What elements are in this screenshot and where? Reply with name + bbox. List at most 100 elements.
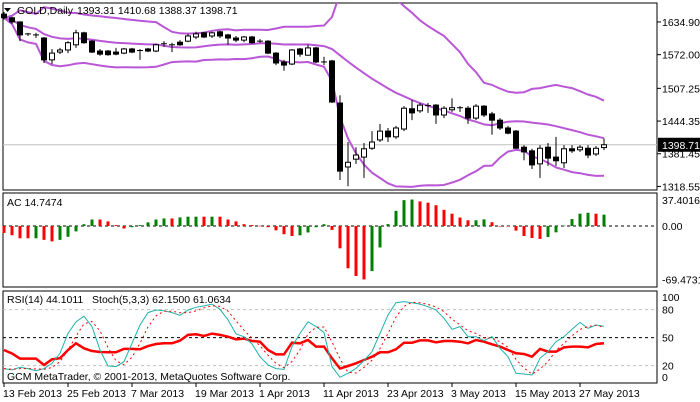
ac-title: AC 14.7474 bbox=[7, 197, 63, 209]
price-pane[interactable] bbox=[1, 0, 658, 191]
candle bbox=[241, 35, 247, 43]
ac-bar bbox=[306, 226, 310, 233]
candle bbox=[57, 47, 63, 55]
ac-bar bbox=[194, 216, 198, 226]
candle-body bbox=[569, 148, 575, 152]
bollinger-middle-band bbox=[3, 16, 605, 140]
rsi-tick-label: 100 bbox=[662, 292, 680, 304]
candle-body bbox=[497, 119, 503, 129]
candle-body bbox=[57, 49, 63, 53]
candle bbox=[417, 103, 423, 113]
ac-bar bbox=[298, 226, 302, 236]
ac-bar bbox=[42, 226, 46, 240]
candle bbox=[465, 106, 471, 124]
candle bbox=[329, 59, 335, 104]
candle bbox=[105, 49, 111, 56]
pane-frame bbox=[2, 2, 658, 191]
ac-bar bbox=[242, 224, 246, 226]
ac-bar bbox=[538, 226, 542, 239]
candle bbox=[121, 47, 127, 55]
candle bbox=[409, 99, 415, 121]
candle-body bbox=[401, 107, 407, 130]
stoch-main-line bbox=[3, 301, 605, 378]
ac-bar bbox=[402, 200, 406, 226]
candle bbox=[169, 42, 175, 53]
bollinger-upper-band bbox=[3, 3, 605, 102]
candle-body bbox=[473, 105, 479, 119]
candle bbox=[385, 127, 391, 143]
candle bbox=[73, 29, 79, 48]
candle bbox=[441, 106, 447, 119]
candle bbox=[153, 43, 159, 53]
candle bbox=[273, 52, 279, 66]
pane-frame bbox=[2, 290, 658, 384]
ac-bar bbox=[474, 220, 478, 226]
ac-bar bbox=[554, 226, 558, 233]
ac-bar bbox=[274, 226, 278, 231]
ac-bar bbox=[394, 210, 398, 226]
ac-bar bbox=[282, 226, 286, 235]
ac-bar bbox=[458, 217, 462, 226]
ac-bar bbox=[378, 226, 382, 248]
candle-body bbox=[209, 32, 215, 37]
candle-body bbox=[193, 33, 199, 38]
candle-body bbox=[481, 105, 487, 116]
candle bbox=[505, 125, 511, 135]
date-tick-label: 25 Feb 2013 bbox=[67, 388, 126, 400]
candle-body bbox=[593, 147, 599, 155]
candle bbox=[345, 142, 351, 187]
ac-bar bbox=[210, 216, 214, 226]
candle-body bbox=[313, 47, 319, 63]
triangle-down-icon[interactable] bbox=[4, 8, 11, 12]
candle bbox=[257, 39, 263, 43]
ac-bar bbox=[66, 226, 70, 237]
candle-body bbox=[505, 127, 511, 134]
ac-bar bbox=[130, 226, 134, 228]
ac-bar bbox=[26, 226, 30, 239]
date-tick-label: 19 Mar 2013 bbox=[195, 388, 254, 400]
candle-body bbox=[369, 141, 375, 149]
rsi-stoch-pane[interactable] bbox=[2, 290, 658, 384]
candle-body bbox=[73, 32, 79, 46]
candle bbox=[9, 16, 15, 25]
candle bbox=[217, 30, 223, 39]
candle-body bbox=[433, 104, 439, 116]
candle-body bbox=[17, 21, 23, 36]
candle-body bbox=[249, 36, 255, 44]
candle bbox=[113, 47, 119, 56]
candle bbox=[17, 21, 23, 42]
ac-bar bbox=[82, 224, 86, 226]
candle bbox=[401, 106, 407, 132]
ac-bar bbox=[482, 219, 486, 226]
ohlc-label: 1393.31 1410.68 1388.37 1398.71 bbox=[77, 5, 238, 17]
ac-bar bbox=[98, 219, 102, 226]
ac-tick-label: -69.4731 bbox=[662, 274, 700, 286]
ac-bar bbox=[514, 226, 518, 231]
ac-bar bbox=[266, 226, 270, 228]
candle bbox=[481, 105, 487, 118]
ac-bar bbox=[330, 226, 334, 230]
ac-bar bbox=[410, 199, 414, 226]
candle-body bbox=[305, 47, 311, 56]
candle bbox=[577, 145, 583, 152]
candle-body bbox=[417, 104, 423, 112]
ac-pane[interactable] bbox=[2, 192, 658, 288]
candle bbox=[513, 130, 519, 149]
ac-bar bbox=[122, 226, 126, 229]
candle bbox=[561, 145, 567, 169]
ac-bar bbox=[250, 225, 254, 226]
candle-body bbox=[329, 60, 335, 103]
price-tick-label: 1507.25 bbox=[662, 83, 700, 95]
candle-body bbox=[361, 148, 367, 158]
ac-bar bbox=[546, 226, 550, 237]
candle-body bbox=[113, 51, 119, 55]
ac-bar bbox=[530, 226, 534, 238]
ac-bar bbox=[186, 216, 190, 226]
ac-tick-label: 37.4016 bbox=[662, 195, 700, 207]
candle-body bbox=[177, 41, 183, 46]
candle bbox=[449, 98, 455, 112]
candle bbox=[393, 125, 399, 139]
ac-bar bbox=[578, 213, 582, 226]
ac-bar bbox=[258, 225, 262, 227]
